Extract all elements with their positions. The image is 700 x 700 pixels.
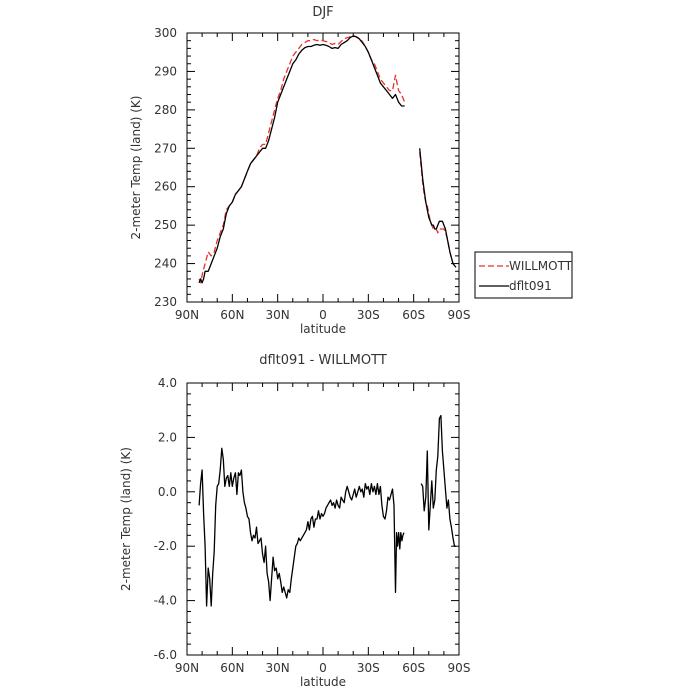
x-tick-label: 90N xyxy=(175,661,199,675)
x-tick-label: 30S xyxy=(357,661,380,675)
y-tick-label: 240 xyxy=(154,257,177,271)
series-line-dflt091 xyxy=(419,148,457,268)
y-tick-label: 280 xyxy=(154,103,177,117)
y-tick-label: -6.0 xyxy=(154,648,177,662)
x-tick-label: 60N xyxy=(220,308,244,322)
x-tick-label: 60S xyxy=(402,661,425,675)
y-tick-label: 290 xyxy=(154,64,177,78)
legend-label: WILLMOTT xyxy=(509,259,573,273)
bottom-chart-difference: -6.0 -4.0 -2.0 0.0 2.0 4.0 90N 60N 30N 0 30S 60S 90S… xyxy=(119,353,470,689)
x-axis-label: latitude xyxy=(300,675,346,689)
y-tick-label: 250 xyxy=(154,218,177,232)
x-tick-label: 60N xyxy=(220,661,244,675)
chart-title: dflt091 - WILLMOTT xyxy=(259,353,387,368)
y-tick-label: 270 xyxy=(154,141,177,155)
x-tick-label: 30S xyxy=(357,308,380,322)
series-line-dflt091 xyxy=(198,35,405,284)
y-tick-label: 230 xyxy=(154,295,177,309)
y-tick-label: 0.0 xyxy=(158,485,177,499)
y-tick-label: -2.0 xyxy=(154,539,177,553)
x-tick-label: 0 xyxy=(319,308,327,322)
y-tick-label: 260 xyxy=(154,180,177,194)
legend-label: dflt091 xyxy=(509,279,552,293)
series-line-willmott xyxy=(419,152,457,268)
x-tick-label: 90S xyxy=(448,661,471,675)
y-tick-label: 4.0 xyxy=(158,376,177,390)
x-tick-label: 60S xyxy=(402,308,425,322)
top-chart-djf: 230 240 250 260 270 280 290 300 90N 60N 30N 0 30S 60S… xyxy=(129,5,573,336)
chart-title: DJF xyxy=(312,5,333,20)
plot-frame xyxy=(186,32,460,303)
y-tick-label: -4.0 xyxy=(154,594,177,608)
x-tick-label: 90S xyxy=(448,308,471,322)
series-line-willmott xyxy=(198,35,406,284)
series-line-difference xyxy=(198,447,405,607)
y-axis-label: 2-meter Temp (land) (K) xyxy=(129,96,143,240)
y-tick-label: 300 xyxy=(154,26,177,40)
y-axis-label: 2-meter Temp (land) (K) xyxy=(119,447,133,591)
legend-box xyxy=(474,251,573,299)
plot-frame xyxy=(186,382,460,656)
x-tick-label: 0 xyxy=(319,661,327,675)
y-tick-label: 2.0 xyxy=(158,430,177,444)
x-tick-label: 30N xyxy=(266,308,290,322)
x-tick-label: 90N xyxy=(175,308,199,322)
x-tick-label: 30N xyxy=(266,661,290,675)
series-line-difference xyxy=(420,414,456,547)
x-axis-label: latitude xyxy=(300,322,346,336)
